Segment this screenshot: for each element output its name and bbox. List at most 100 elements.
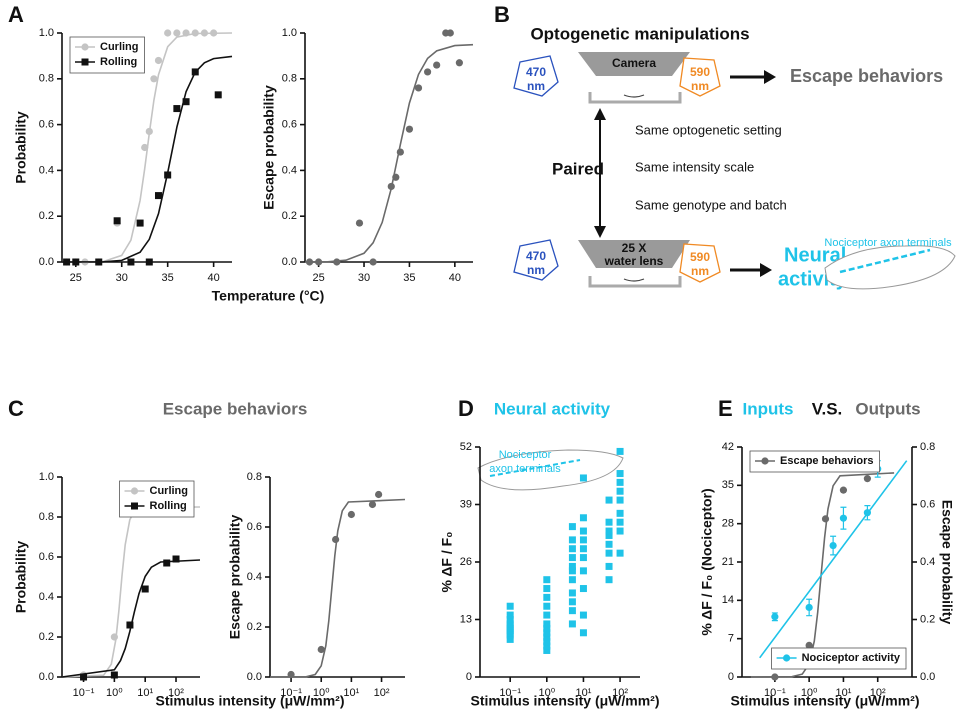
y-tick-label: 52 — [460, 441, 472, 453]
data-point — [315, 258, 323, 266]
chart: 0.0 0.2 0.4 0.6 0.8 1.0 10⁻¹ 10⁰ 10¹ 10² Probabili… — [13, 399, 345, 708]
y-tick-label: 0.4 — [247, 571, 262, 583]
x-tick-label: 35 — [162, 272, 174, 284]
data-point — [396, 148, 404, 156]
y-tick-label: 0.2 — [247, 621, 262, 633]
fit-curve — [759, 460, 908, 659]
data-point — [210, 29, 218, 37]
data-point — [568, 554, 576, 562]
y-tick-label: 0.8 — [39, 73, 54, 85]
data-point — [405, 125, 414, 133]
x-axis-label: Stimulus intensity (μW/mm²) — [155, 693, 344, 709]
data-point — [829, 541, 837, 550]
y-tick-label: 0.6 — [39, 551, 54, 563]
data-point — [616, 478, 624, 486]
x-tick-label: 40 — [449, 272, 461, 284]
data-point — [182, 29, 190, 37]
y-tick-label: 0.8 — [282, 73, 297, 85]
led-blue — [513, 239, 559, 281]
data-point — [191, 29, 199, 37]
data-point — [568, 545, 576, 553]
y-tick-label: 0.0 — [39, 256, 54, 268]
arrow-head — [760, 263, 772, 277]
data-point — [605, 531, 613, 539]
annotation: axon terminals — [489, 463, 561, 475]
data-point — [771, 613, 779, 621]
x-tick-label: 10⁻¹ — [73, 687, 95, 699]
data-point — [332, 535, 340, 544]
y-tick-label: 26 — [460, 556, 472, 568]
y2-tick-label: 0.6 — [920, 498, 935, 510]
data-point — [568, 589, 576, 597]
x-tick-label: 10² — [870, 687, 886, 699]
data-point — [543, 585, 551, 593]
y-tick-label: 0.6 — [39, 119, 54, 131]
y2-axis-label: Escape probability — [939, 500, 955, 625]
legend: Escape behaviors — [749, 450, 880, 473]
fit-curve — [61, 506, 201, 678]
y-tick-label: 7 — [728, 633, 734, 645]
data-point — [506, 602, 514, 610]
data-point — [863, 509, 871, 517]
legend-box — [771, 647, 907, 670]
legend: Curling Rolling — [69, 36, 145, 74]
y-tick-label: 0.4 — [282, 164, 297, 176]
y-tick-label: 1.0 — [39, 27, 54, 39]
led-label: 590 — [690, 65, 710, 79]
panel-label: A — [8, 2, 24, 27]
arrow-head — [594, 108, 606, 120]
fit-curve — [304, 43, 474, 263]
chart: 0 7 14 21 28 35 42 0.0 0.2 0.4 0.6 0.8 10⁻¹ 10⁰ 10¹ 10²… — [699, 399, 956, 708]
data-point — [616, 509, 624, 517]
data-point — [568, 567, 576, 575]
led-label: 590 — [690, 250, 710, 264]
data-point — [163, 559, 171, 567]
legend-label: Escape behaviors — [780, 455, 874, 467]
arrow-head — [764, 70, 776, 84]
data-point — [164, 171, 172, 179]
data-point — [182, 98, 190, 106]
y-tick-label: 13 — [460, 613, 472, 625]
data-point — [616, 487, 624, 495]
data-point — [543, 611, 551, 619]
section-title: Outputs — [855, 399, 920, 418]
data-point — [839, 514, 848, 522]
y-axis-label: % ΔF / F₀ — [439, 532, 455, 593]
data-point — [506, 635, 514, 643]
data-point — [369, 258, 377, 266]
y-tick-label: 0.4 — [39, 164, 54, 176]
data-point — [347, 510, 355, 519]
data-point — [579, 527, 587, 535]
y-axis-label: Escape probability — [227, 515, 243, 640]
x-tick-label: 10¹ — [137, 687, 153, 699]
y-axis-label: Probability — [13, 541, 29, 614]
legend-marker — [130, 487, 139, 495]
data-point — [387, 182, 395, 191]
data-point — [127, 258, 135, 266]
x-tick-label: 10⁰ — [538, 687, 555, 699]
led-label: nm — [691, 79, 709, 93]
data-point — [605, 518, 613, 526]
led-label: nm — [527, 79, 545, 93]
x-axis-label: Stimulus intensity (μW/mm²) — [730, 693, 919, 709]
axon-terminals — [489, 459, 581, 477]
data-point — [543, 638, 551, 646]
led-blue — [513, 55, 559, 97]
data-point — [333, 258, 341, 266]
data-point — [616, 518, 624, 526]
x-tick-label: 25 — [70, 272, 82, 284]
y-tick-label: 21 — [722, 556, 734, 568]
fit-curve — [750, 472, 895, 678]
panel-label: D — [458, 396, 474, 421]
x-tick-label: 10¹ — [343, 687, 359, 699]
data-point — [113, 217, 121, 225]
x-axis-label: Stimulus intensity (μW/mm²) — [470, 693, 659, 709]
x-tick-label: 30 — [116, 272, 128, 284]
legend-box — [749, 450, 880, 473]
y-tick-label: 0 — [728, 671, 734, 683]
inset-outline — [824, 245, 956, 290]
chart: 0.0 0.2 0.4 0.6 0.8 10⁻¹ 10⁰ 10¹ 10² Escape proba… — [227, 471, 406, 699]
x-tick-label: 10⁻¹ — [280, 687, 302, 699]
output-label: Escape behaviors — [790, 66, 943, 86]
